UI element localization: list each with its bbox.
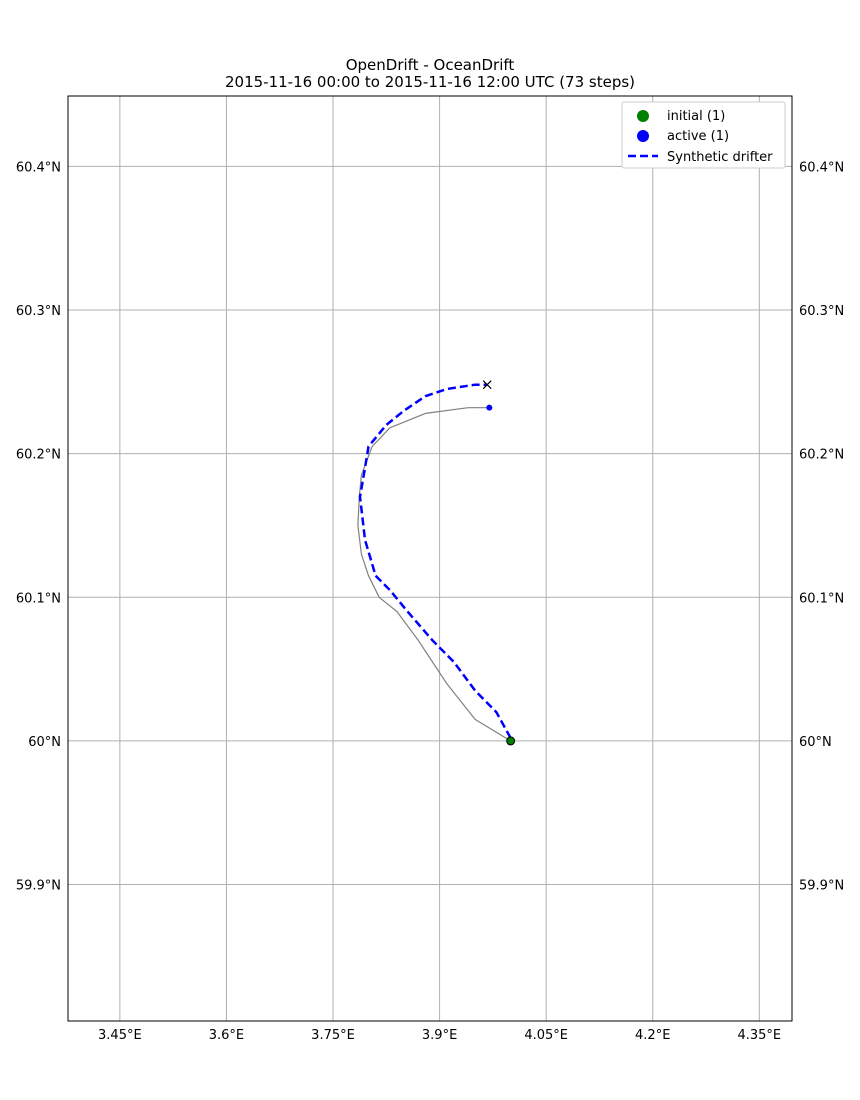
chart-subtitle: 2015-11-16 00:00 to 2015-11-16 12:00 UTC… — [225, 73, 635, 91]
x-tick-label: 4.35°E — [737, 1028, 781, 1043]
tick-labels: 3.45°E 3.6°E 3.75°E 3.9°E 4.05°E 4.2°E 4.35°E 5… — [16, 160, 844, 1043]
initial-marker — [506, 736, 516, 746]
y-tick-label-left: 60.4°N — [16, 160, 61, 175]
y-tick-label-right: 60.3°N — [799, 304, 844, 319]
x-tick-label: 3.45°E — [98, 1028, 142, 1043]
synthetic-drifter-line — [358, 383, 512, 739]
y-tick-label-left: 60°N — [28, 735, 61, 750]
x-tick-label: 4.2°E — [635, 1028, 670, 1043]
legend-active-marker — [637, 130, 649, 142]
x-tick-label: 3.6°E — [209, 1028, 244, 1043]
y-tick-label-left: 59.9°N — [16, 879, 61, 894]
y-tick-label-right: 59.9°N — [799, 879, 844, 894]
y-tick-label-right: 60.1°N — [799, 591, 844, 606]
legend-initial-label: initial (1) — [667, 109, 725, 124]
legend-initial-marker — [637, 110, 649, 122]
x-tick-label: 3.75°E — [311, 1028, 355, 1043]
grid — [68, 96, 792, 1021]
y-tick-label-right: 60°N — [799, 735, 832, 750]
trajectory-line — [357, 407, 511, 742]
y-tick-label-left: 60.1°N — [16, 591, 61, 606]
plot-frame — [67, 95, 793, 1022]
y-tick-label-left: 60.2°N — [16, 448, 61, 463]
y-tick-label-right: 60.4°N — [799, 160, 844, 175]
data-layer — [357, 380, 516, 746]
legend-drifter-label: Synthetic drifter — [667, 150, 773, 165]
legend-active-label: active (1) — [667, 129, 729, 144]
y-tick-label-left: 60.3°N — [16, 304, 61, 319]
legend-box — [621, 101, 786, 169]
x-tick-label: 4.05°E — [524, 1028, 568, 1043]
active-marker — [486, 404, 493, 411]
drifter-end-marker — [482, 380, 492, 390]
x-tick-label: 3.9°E — [422, 1028, 457, 1043]
y-tick-label-right: 60.2°N — [799, 448, 844, 463]
legend: initial (1) active (1) Synthetic drifter — [621, 101, 786, 169]
chart-title: OpenDrift - OceanDrift — [346, 56, 515, 74]
